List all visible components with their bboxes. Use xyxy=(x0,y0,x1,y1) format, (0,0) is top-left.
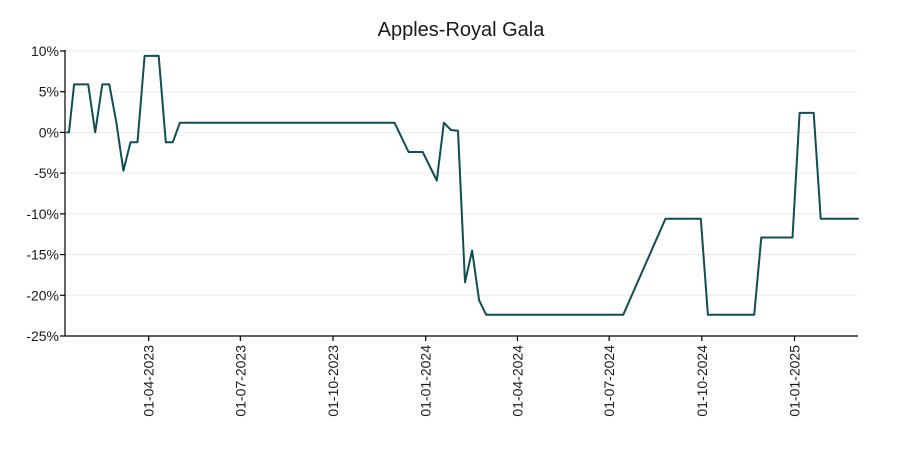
x-tick-label: 01-01-2025 xyxy=(787,345,803,417)
y-tick-label: 10% xyxy=(31,43,59,59)
x-tick-label: 01-10-2024 xyxy=(694,345,710,417)
x-tick-label: 01-10-2023 xyxy=(325,345,341,417)
x-tick-label: 01-01-2024 xyxy=(418,345,434,417)
y-tick-label: 0% xyxy=(39,124,59,140)
y-tick-label: 5% xyxy=(39,84,59,100)
y-tick-label: -20% xyxy=(26,287,59,303)
y-tick-label: -5% xyxy=(34,165,59,181)
series-line xyxy=(66,54,859,316)
series-layer xyxy=(66,54,859,316)
x-tick-label: 01-07-2023 xyxy=(232,345,248,417)
y-tick-label: -10% xyxy=(26,206,59,222)
y-tick-label: -15% xyxy=(26,247,59,263)
y-axis-ticks: 10% 5% 0% -5% -10% -15% -20% -25% xyxy=(26,43,65,344)
x-tick-label: 01-07-2024 xyxy=(601,345,617,417)
gridlines xyxy=(65,50,858,296)
x-tick-label: 01-04-2024 xyxy=(509,345,525,417)
x-axis-ticks: 01-04-2023 01-07-2023 01-10-2023 01-01-2024… xyxy=(141,336,803,417)
chart-title: Apples-Royal Gala xyxy=(378,19,546,41)
x-tick-label: 01-04-2023 xyxy=(141,345,157,417)
y-tick-label: -25% xyxy=(26,328,59,344)
